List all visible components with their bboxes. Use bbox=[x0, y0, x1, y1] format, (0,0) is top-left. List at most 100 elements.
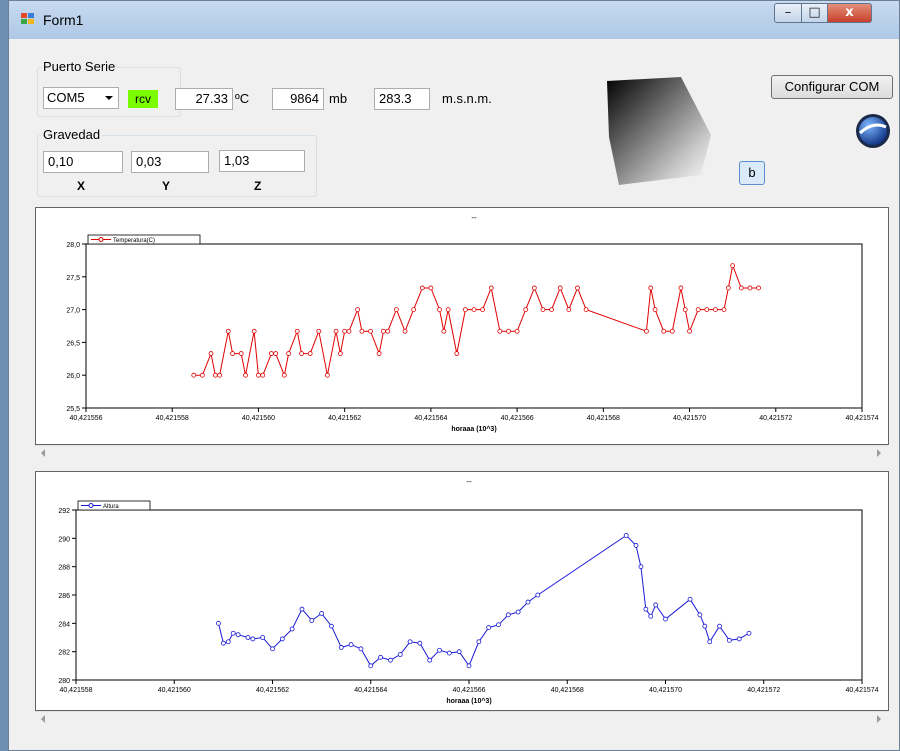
legend: Temperatura(C) bbox=[87, 234, 201, 245]
scroll-right-arrow-icon[interactable] bbox=[877, 715, 881, 723]
altitude-field[interactable]: 283.3 bbox=[374, 88, 430, 110]
data-point bbox=[329, 623, 334, 629]
y-tick-label: 288 bbox=[58, 565, 70, 572]
y-tick-label: 28,0 bbox=[66, 242, 80, 249]
data-point bbox=[441, 328, 447, 334]
data-point bbox=[531, 285, 537, 291]
data-point bbox=[446, 650, 452, 656]
data-point bbox=[260, 372, 266, 378]
data-point bbox=[427, 657, 433, 663]
maximize-button[interactable]: □ bbox=[801, 3, 828, 23]
data-point bbox=[633, 543, 639, 548]
data-point bbox=[496, 622, 501, 628]
b-button[interactable]: b bbox=[739, 161, 765, 185]
x-axis-label: horaaa (10^3) bbox=[451, 425, 496, 433]
altitude-chart-scrollbar[interactable] bbox=[35, 711, 887, 729]
cube-render bbox=[607, 77, 711, 185]
title-bar[interactable]: Form1 – □ x bbox=[9, 1, 899, 39]
data-point bbox=[346, 328, 352, 334]
scroll-left-arrow-icon[interactable] bbox=[41, 449, 45, 457]
close-button[interactable]: x bbox=[827, 3, 872, 23]
data-point bbox=[717, 623, 722, 629]
google-earth-globe-icon[interactable] bbox=[855, 113, 891, 149]
data-point bbox=[245, 635, 251, 640]
data-point bbox=[480, 307, 486, 312]
data-point bbox=[235, 632, 241, 638]
chart-title: -- bbox=[466, 477, 472, 486]
data-point bbox=[514, 328, 520, 334]
data-point bbox=[393, 307, 399, 312]
form-client-area: Puerto Serie COM5 rcv 27.33 ºC 9864 mb 2… bbox=[17, 39, 893, 745]
scroll-left-arrow-icon[interactable] bbox=[41, 715, 45, 723]
com-port-select[interactable]: COM5 bbox=[43, 87, 119, 109]
chevron-down-icon[interactable] bbox=[105, 96, 113, 100]
form-icon bbox=[21, 13, 35, 25]
x-tick-label: 40,421574 bbox=[845, 687, 878, 694]
x-tick-label: 40,421566 bbox=[452, 687, 485, 694]
data-point bbox=[220, 640, 226, 646]
data-point bbox=[471, 307, 477, 312]
data-point bbox=[756, 285, 761, 291]
x-tick-label: 40,421568 bbox=[587, 415, 620, 422]
legend-box bbox=[77, 500, 151, 511]
data-point bbox=[299, 351, 304, 356]
data-point bbox=[746, 630, 752, 636]
data-point bbox=[299, 606, 305, 612]
gravity-z-field[interactable]: 1,03 bbox=[219, 150, 305, 172]
data-point bbox=[505, 612, 511, 618]
data-point bbox=[337, 351, 343, 356]
data-point bbox=[540, 307, 546, 312]
altitude-chart: -- 280 282 284 286 288 290 292 40,421558 40,42156… bbox=[58, 477, 878, 705]
data-point bbox=[342, 328, 348, 334]
com-port-value: COM5 bbox=[47, 90, 85, 105]
temperature-chart-scrollbar[interactable] bbox=[35, 445, 887, 463]
data-point bbox=[217, 372, 223, 378]
x-tick-label: 40,421556 bbox=[69, 415, 102, 422]
data-point bbox=[333, 328, 339, 334]
data-point bbox=[286, 351, 292, 356]
data-point bbox=[678, 285, 684, 291]
data-point bbox=[486, 625, 492, 630]
temperature-chart: -- 25,5 26,0 26,5 27,0 27,5 28,0 40,421556 40,42… bbox=[66, 213, 878, 433]
data-point bbox=[348, 642, 354, 647]
data-point bbox=[515, 609, 521, 615]
gravity-y-field[interactable]: 0,03 bbox=[131, 151, 209, 173]
configurar-com-button[interactable]: Configurar COM bbox=[771, 75, 893, 99]
data-point bbox=[199, 372, 205, 378]
y-tick-label: 25,5 bbox=[66, 406, 80, 413]
data-point bbox=[462, 307, 468, 312]
data-point bbox=[644, 328, 649, 334]
data-point bbox=[319, 611, 325, 616]
gravity-x-label: X bbox=[77, 179, 86, 193]
data-point bbox=[497, 328, 503, 334]
x-tick-label: 40,421570 bbox=[673, 415, 706, 422]
data-point bbox=[623, 533, 629, 538]
temperature-unit: ºC bbox=[235, 91, 250, 106]
legend-marker bbox=[88, 503, 94, 508]
data-point bbox=[407, 639, 413, 645]
data-point bbox=[216, 620, 221, 626]
data-point bbox=[419, 285, 425, 291]
legend: Altura bbox=[77, 500, 151, 511]
gravity-x-field[interactable]: 0,10 bbox=[43, 151, 123, 173]
data-point bbox=[397, 652, 403, 657]
pressure-unit: mb bbox=[329, 91, 348, 106]
minimize-button[interactable]: – bbox=[774, 3, 802, 23]
scroll-right-arrow-icon[interactable] bbox=[877, 449, 881, 457]
data-point bbox=[535, 592, 541, 598]
data-point bbox=[402, 328, 408, 334]
altitude-chart-panel: -- 280 282 284 286 288 290 292 40,421558 40,42156… bbox=[35, 471, 889, 711]
gravedad-group bbox=[37, 135, 317, 197]
data-point bbox=[428, 285, 434, 291]
x-tick-label: 40,421570 bbox=[649, 687, 682, 694]
data-point bbox=[417, 640, 423, 646]
temperature-chart-panel: -- 25,5 26,0 26,5 27,0 27,5 28,0 40,421556 40,42… bbox=[35, 207, 889, 445]
temperature-field[interactable]: 27.33 bbox=[175, 88, 233, 110]
data-point bbox=[212, 372, 218, 378]
data-point bbox=[238, 351, 244, 356]
data-point bbox=[583, 307, 589, 312]
pressure-field[interactable]: 9864 bbox=[272, 88, 324, 110]
data-point bbox=[191, 372, 197, 378]
data-point bbox=[355, 307, 361, 312]
data-point bbox=[506, 328, 511, 334]
